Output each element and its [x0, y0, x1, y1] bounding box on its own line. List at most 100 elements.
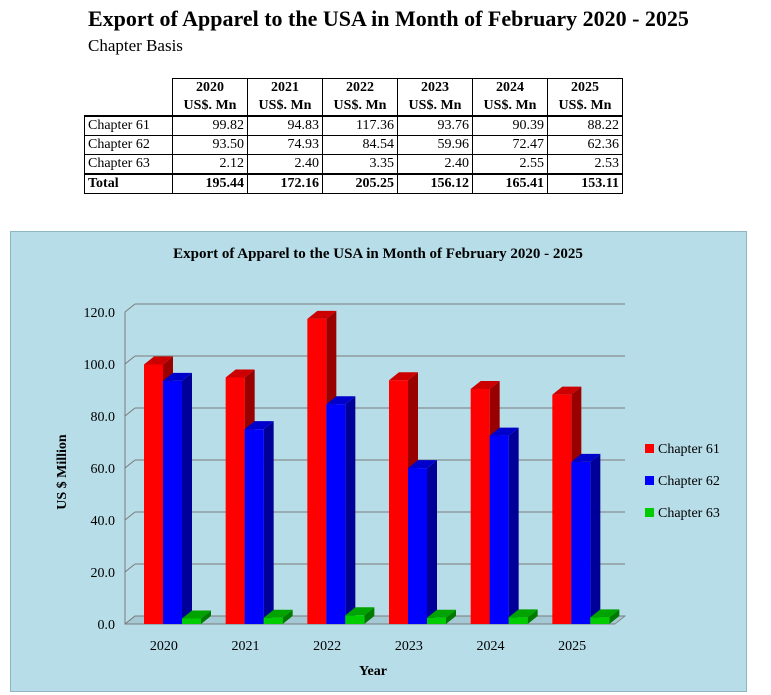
- table-cell: 195.44: [172, 173, 248, 194]
- bar-front: [163, 380, 182, 624]
- bar-front: [408, 468, 427, 624]
- y-tick-label: 20.0: [91, 566, 116, 581]
- row-label: Total: [84, 173, 173, 194]
- page-title: Export of Apparel to the USA in Month of…: [88, 6, 689, 31]
- bar-front: [263, 617, 283, 624]
- bar-top: [345, 607, 375, 616]
- bar-front: [389, 380, 408, 624]
- table-cell: 2.53: [547, 154, 623, 175]
- table-cell: 94.83: [247, 115, 323, 136]
- bar-side: [282, 609, 293, 624]
- table-cell: 90.39: [472, 115, 548, 136]
- table-cell: 2.40: [397, 154, 473, 175]
- table-cell: 153.11: [547, 173, 623, 194]
- table-cell: 205.25: [322, 173, 398, 194]
- bar-front: [345, 615, 365, 624]
- table-header-year: 2020: [172, 78, 248, 97]
- chart-title: Export of Apparel to the USA in Month of…: [173, 246, 583, 262]
- row-label: Chapter 62: [84, 135, 173, 155]
- table-cell: 172.16: [247, 173, 323, 194]
- bar-side: [427, 460, 437, 624]
- bar-top: [508, 609, 538, 618]
- table-cell: 88.22: [547, 115, 623, 136]
- table-header-unit: US$. Mn: [247, 97, 323, 117]
- gridline-depth: [124, 511, 136, 521]
- table-cell: 165.41: [472, 173, 548, 194]
- bar-front: [470, 388, 490, 624]
- x-tick-label: 2024: [477, 639, 505, 654]
- bar-top: [326, 396, 356, 405]
- bar-front: [552, 394, 572, 624]
- bar-top: [163, 372, 192, 381]
- table-cell: 2.40: [247, 154, 323, 175]
- table-cell: 59.96: [397, 135, 473, 155]
- table-cell: 62.36: [547, 135, 623, 155]
- gridline-depth: [124, 407, 136, 417]
- table-cell: 99.82: [172, 115, 248, 136]
- gridline-depth: [124, 615, 136, 625]
- x-tick-label: 2023: [395, 639, 423, 654]
- x-tick-label: 2020: [150, 639, 178, 654]
- bar-side: [446, 609, 456, 624]
- bar-top: [590, 609, 620, 618]
- table-row: Chapter 62 93.50 74.93 84.54 59.96 72.47…: [84, 135, 623, 155]
- legend-swatch: [645, 444, 654, 453]
- row-label: Chapter 61: [84, 115, 173, 136]
- table-cell: 93.50: [172, 135, 248, 155]
- table-cell: 156.12: [397, 173, 473, 194]
- y-tick-label: 60.0: [91, 462, 116, 477]
- bar-top: [408, 460, 437, 469]
- bar-top: [263, 609, 293, 618]
- legend-swatch: [645, 476, 654, 485]
- table-header-year: 2023: [397, 78, 473, 97]
- table-cell: 84.54: [322, 135, 398, 155]
- bar-front: [326, 404, 346, 624]
- page-subtitle: Chapter Basis: [88, 36, 183, 55]
- data-table: 2020 2021 2022 2023 2024 2025 US$. Mn US…: [84, 78, 623, 194]
- bar-side: [263, 421, 274, 624]
- gridline-depth: [124, 459, 136, 469]
- chart-area: Export of Apparel to the USA in Month of…: [10, 231, 747, 692]
- bar-side: [364, 607, 375, 624]
- bar-side: [345, 396, 356, 624]
- y-tick-label: 80.0: [91, 410, 116, 425]
- table-cell: 117.36: [322, 115, 398, 136]
- table-cell: 2.55: [472, 154, 548, 175]
- bar-top: [427, 609, 456, 618]
- bar-side: [527, 609, 538, 624]
- bar: [571, 453, 601, 624]
- bar: [408, 460, 437, 624]
- gridline-depth: [124, 303, 136, 313]
- bar-front: [144, 364, 163, 624]
- bar-top: [182, 610, 211, 619]
- table-cell: 2.12: [172, 154, 248, 175]
- bar-front: [489, 435, 509, 624]
- plot-area: 0.0 20.0 40.0 60.0 80.0 100.0 120.0 2020 2021 202…: [84, 303, 627, 654]
- bar-front: [571, 461, 591, 624]
- bar-top: [307, 310, 337, 319]
- bar-side: [182, 372, 192, 624]
- bar-front: [307, 318, 327, 624]
- y-tick-label: 40.0: [91, 514, 116, 529]
- y-axis-label: US $ Million: [55, 434, 70, 510]
- table-header-unit: US$. Mn: [547, 97, 623, 117]
- table-cell: 74.93: [247, 135, 323, 155]
- gridline-depth: [124, 563, 136, 573]
- table-cell: 3.35: [322, 154, 398, 175]
- bar: [182, 610, 211, 624]
- x-axis-label: Year: [359, 664, 387, 679]
- bar-chart: Export of Apparel to the USA in Month of…: [55, 246, 720, 679]
- table-header-year: 2022: [322, 78, 398, 97]
- table-cell: 72.47: [472, 135, 548, 155]
- y-tick-label: 120.0: [84, 306, 116, 321]
- bar-front: [244, 429, 264, 624]
- y-tick-label: 0.0: [98, 618, 116, 633]
- bar: [263, 609, 293, 624]
- table-header-year: 2021: [247, 78, 323, 97]
- bar-side: [590, 453, 601, 624]
- bar: [163, 372, 192, 624]
- bar-front: [590, 617, 610, 624]
- table-row: Chapter 63 2.12 2.40 3.35 2.40 2.55 2.53: [84, 154, 623, 175]
- bar-top: [389, 372, 418, 381]
- bar-top: [244, 421, 274, 430]
